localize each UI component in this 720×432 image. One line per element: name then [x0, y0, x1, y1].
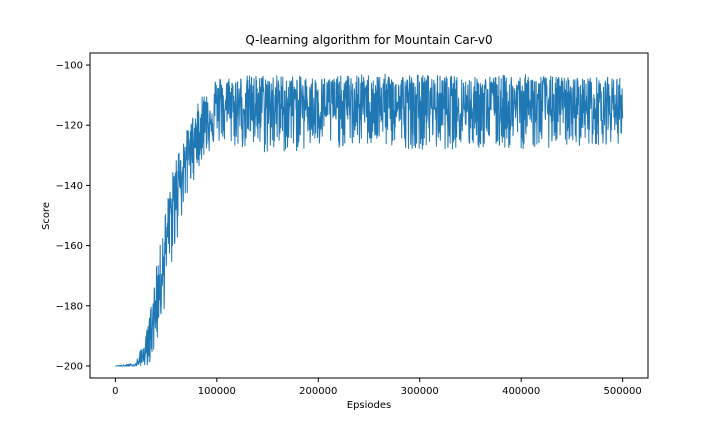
- y-axis-title: Score: [41, 202, 52, 230]
- x-tick-label: 0: [112, 386, 118, 397]
- y-tick-label: −100: [56, 61, 83, 72]
- y-tick-label: −160: [56, 241, 83, 252]
- axes-frame: [89, 52, 649, 379]
- plot-area: [115, 73, 624, 367]
- x-tick-label: 500000: [604, 386, 642, 397]
- x-axis-title: Epsiodes: [347, 400, 391, 411]
- x-tick-label: 400000: [502, 386, 540, 397]
- chart-title: Q-learning algorithm for Mountain Car-v0: [245, 33, 492, 47]
- y-tick-label: −120: [56, 121, 83, 132]
- y-tick-label: −140: [56, 181, 83, 192]
- axes: 0 100000 200000 300000 400000 500000 −200 −180 −…: [56, 52, 649, 397]
- y-tick-label: −200: [56, 361, 83, 372]
- y-tick-label: −180: [56, 301, 83, 312]
- x-tick-label: 300000: [401, 386, 439, 397]
- series-line-0: [115, 73, 624, 367]
- x-tick-label: 200000: [299, 386, 337, 397]
- x-tick-label: 100000: [198, 386, 236, 397]
